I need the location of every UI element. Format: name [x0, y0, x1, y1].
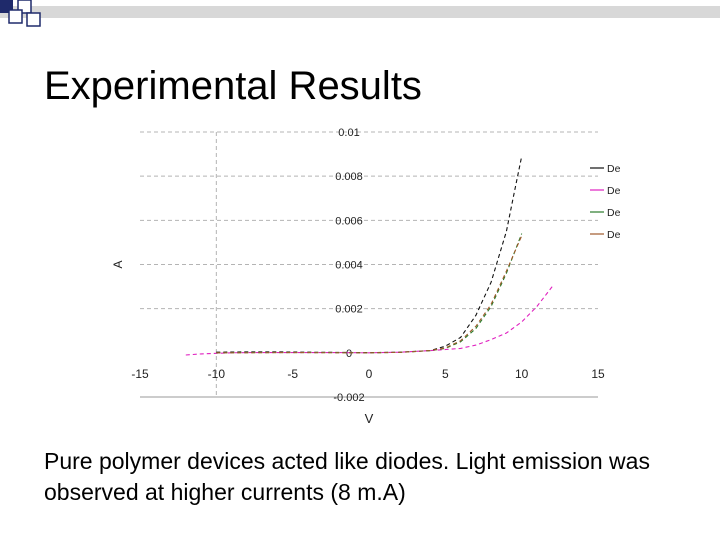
y-tick-label: 0.002: [335, 304, 363, 316]
x-tick-label: -10: [208, 367, 226, 381]
legend-label: Device 2: [607, 185, 620, 197]
y-tick-label: 0.004: [335, 260, 363, 272]
slide-caption: Pure polymer devices acted like diodes. …: [44, 448, 650, 505]
legend-label: Device 3: [607, 207, 620, 219]
y-tick-label: 0: [346, 348, 352, 360]
legend-label: Device 4: [607, 229, 620, 241]
y-axis-label: A: [111, 260, 125, 268]
y-tick-label: -0.002: [333, 392, 364, 404]
slide-title: Experimental Results: [44, 64, 422, 108]
x-tick-label: 0: [366, 367, 373, 381]
series-line: [185, 286, 553, 356]
series-line: [216, 235, 523, 354]
x-tick-label: -15: [131, 367, 149, 381]
x-tick-label: -5: [287, 367, 298, 381]
decor-square: [8, 9, 23, 24]
header-bar: [0, 6, 720, 18]
y-tick-label: 0.006: [335, 215, 363, 227]
series-line: [216, 233, 523, 354]
x-tick-label: 15: [591, 367, 605, 381]
legend-label: Device 1: [607, 163, 620, 175]
series-line: [216, 156, 523, 354]
slide-decoration: [0, 0, 720, 27]
x-axis-label: V: [365, 411, 374, 426]
x-tick-label: 10: [515, 367, 529, 381]
decor-square: [26, 12, 41, 27]
y-tick-label: 0.01: [338, 127, 359, 139]
x-tick-label: 5: [442, 367, 449, 381]
y-tick-label: 0.008: [335, 171, 363, 183]
